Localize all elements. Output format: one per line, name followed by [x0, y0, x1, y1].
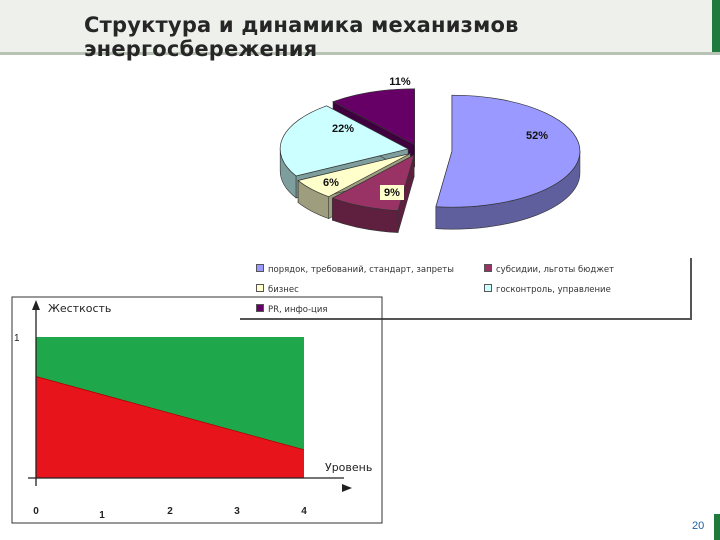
pie-slice-top — [297, 153, 411, 198]
legend-label: порядок, требований, стандарт, запреты — [268, 265, 454, 275]
legend-item: порядок, требований, стандарт, запреты — [256, 264, 454, 275]
pie-data-label: 22% — [332, 123, 354, 135]
legend-label: субсидии, льготы бюджет — [496, 265, 615, 275]
pie-slice-top — [332, 88, 415, 146]
legend-swatch — [256, 284, 264, 292]
pie-data-label: 52% — [526, 130, 548, 142]
legend-swatch — [484, 264, 492, 272]
x-tick-label: 3 — [234, 506, 240, 517]
legend-swatch — [256, 264, 264, 272]
pie-slice — [435, 94, 581, 230]
pie-data-label: 9% — [384, 187, 400, 199]
legend-label: госконтроль, управление — [496, 285, 611, 295]
red-area — [36, 376, 304, 478]
x-tick-label: 4 — [301, 506, 307, 517]
pie-data-label: 6% — [323, 177, 339, 189]
chart-frame — [11, 296, 383, 524]
boundary-line — [35, 376, 305, 451]
page-accent-bar — [714, 514, 720, 540]
page-title: Структура и динамика механизмов энергосб… — [84, 13, 519, 61]
legend-item: госконтроль, управление — [484, 284, 611, 295]
y-axis-arrow — [32, 300, 40, 310]
x-tick-label: 0 — [33, 506, 39, 517]
title-bar: Структура и динамика механизмов энергосб… — [0, 0, 720, 61]
y-tick-label: 1 — [14, 333, 20, 344]
x-tick-label: 1 — [99, 510, 105, 521]
y-axis-label: Жесткость — [48, 302, 111, 315]
pie-slice-top — [279, 105, 410, 177]
page-number: 20 — [692, 520, 705, 532]
pie-data-label: 11% — [389, 76, 411, 88]
legend-item: субсидии, льготы бюджет — [484, 264, 614, 275]
x-axis-arrow — [342, 484, 352, 492]
pie-legend: порядок, требований, стандарт, запреты с… — [240, 258, 692, 320]
x-tick-label: 2 — [167, 506, 173, 517]
legend-item: PR, инфо-ция — [256, 304, 327, 315]
legend-label: PR, инфо-ция — [268, 305, 328, 315]
pie-label-bg — [380, 185, 404, 200]
pie-slice-top — [435, 94, 581, 208]
title-accent-bar — [712, 0, 720, 52]
legend-swatch — [256, 304, 264, 312]
legend-label: бизнес — [268, 285, 299, 295]
legend-swatch — [484, 284, 492, 292]
x-axis-label: Уровень — [325, 461, 372, 474]
legend-item: бизнес — [256, 284, 299, 295]
